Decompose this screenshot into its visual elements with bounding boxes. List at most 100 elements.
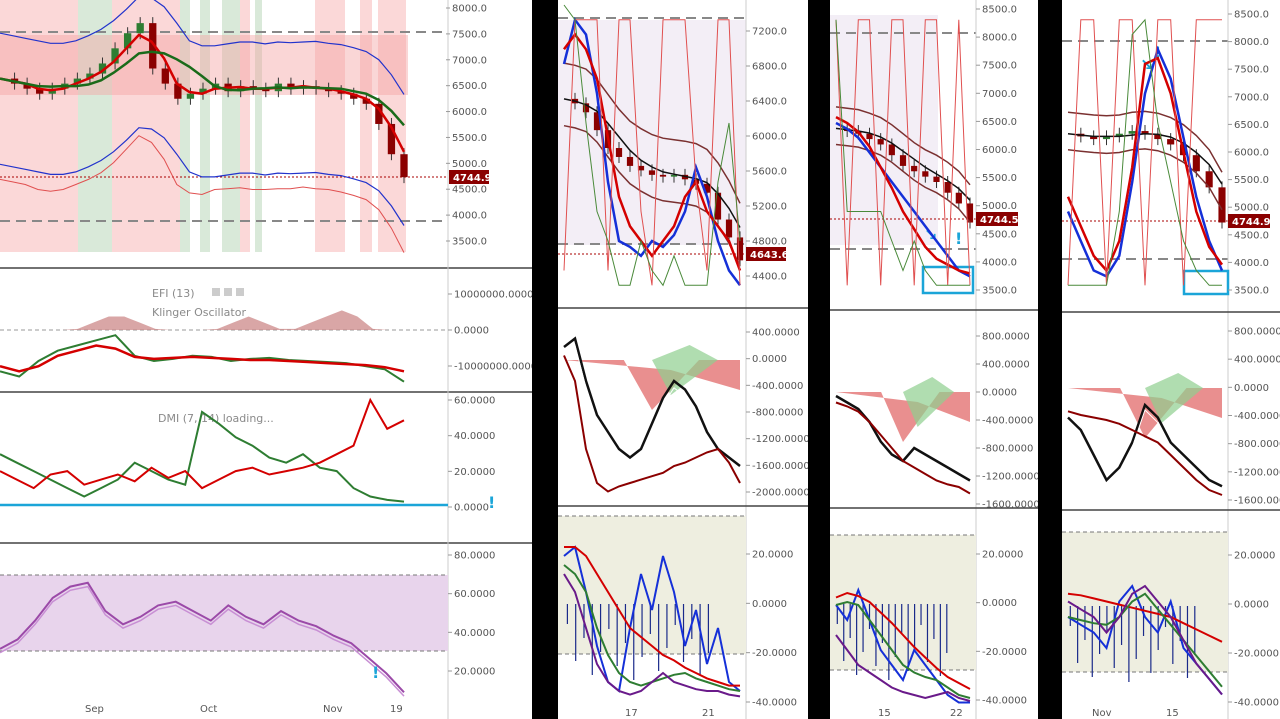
rsi-tick-label: 40.0000: [454, 628, 495, 639]
candle: [73, 78, 82, 84]
price-tick-label: 4500.0: [1234, 230, 1269, 241]
band-lower-line: [0, 127, 405, 226]
oscillator-tick-label: 0.0000: [752, 354, 787, 365]
time-tick-label: 15: [878, 708, 891, 719]
time-tick-label: Sep: [85, 704, 104, 715]
oscillator-tick-label: -1200.0000: [1234, 467, 1280, 478]
price-tick-label: 6800.0: [752, 62, 787, 73]
candle: [375, 103, 383, 124]
price-series: [0, 0, 408, 253]
trend-line: [1068, 18, 1222, 286]
candle: [1205, 171, 1213, 188]
dmi-minus-line: [0, 397, 405, 490]
indicator-label-dmi[interactable]: DMI (7, 14) loading...: [158, 412, 274, 425]
indicator-label-klinger[interactable]: Klinger Oscillator: [152, 306, 246, 319]
efi-tick-label: 10000000.0000: [454, 290, 532, 301]
momentum-axis: 20.0000 0.0000 -20.0000 -40.0000: [1228, 551, 1279, 709]
price-tick-label: 5500.0: [452, 133, 487, 144]
candle: [1141, 131, 1149, 134]
oscillator-tick-label: 800.0000: [982, 332, 1030, 343]
stoch-k-line: [562, 16, 742, 287]
price-tick-label: 6500.0: [1234, 120, 1269, 131]
momentum-line: [563, 545, 741, 693]
candle: [186, 93, 195, 99]
histogram-pos: [903, 377, 955, 427]
stoch-k-line: [1066, 45, 1224, 278]
momentum-signal-line: [1067, 592, 1223, 643]
oscillator-tick-label: -800.0000: [752, 408, 803, 419]
dmi-tick-label: 40.0000: [454, 431, 495, 442]
momentum-tick-label: -40.0000: [1234, 698, 1279, 709]
chart-right2-svg[interactable]: ↘ ! 8500.08000.07500.07000.06500.06000.0…: [1062, 0, 1280, 719]
momentum-tick-label: 20.0000: [982, 550, 1023, 561]
candle: [262, 88, 270, 92]
time-tick-label: 22: [950, 708, 963, 719]
klinger-signal-line: [0, 344, 405, 373]
momentum-extra-line: [835, 634, 971, 702]
alert-icon[interactable]: !: [955, 229, 962, 248]
time-axis: 17 21: [625, 708, 715, 719]
chart-panel-right-1[interactable]: ↘ ! 8500.0 8000.0 7500.0 7000.0 6500.0 6000.0…: [830, 0, 1038, 719]
momentum-band: [558, 516, 746, 654]
price-axis: 8500.0 8000.0 7500.0 7000.0 6500.0 6000.0 5500…: [976, 5, 1017, 297]
oscillator-tick-label: -1200.0000: [752, 434, 808, 445]
momentum-axis: 20.0000 0.0000 -20.0000 -40.0000: [976, 550, 1027, 707]
last-price-badge: [976, 212, 1018, 226]
momentum-line: [835, 587, 970, 704]
price-tick-label: 4000.0: [982, 257, 1017, 268]
dmi-plus-line: [0, 410, 405, 503]
price-series: [1066, 18, 1226, 286]
oscillator-inner-line: [563, 344, 741, 474]
oscillator-tick-label: 400.0000: [982, 360, 1030, 371]
candle: [350, 93, 358, 99]
oscillator-axis: 400.0000 0.0000 -400.0000 -800.0000 -1200.00…: [746, 328, 808, 499]
histogram-neg: [836, 392, 970, 442]
price-tick-label: 6500.0: [982, 117, 1017, 128]
chart-mid-svg[interactable]: 7200.0 6800.0 6400.0 6000.0 5600.0 5200.0 4800…: [558, 0, 808, 719]
time-tick-label: 21: [702, 708, 715, 719]
efi-tick-label: -10000000.0000: [454, 362, 532, 373]
momentum-tick-label: 20.0000: [752, 550, 793, 561]
oscillator-tick-label: 400.0000: [752, 328, 800, 339]
oscillator-signal-line: [563, 355, 741, 493]
candle: [149, 23, 157, 69]
chart-right1-svg[interactable]: ↘ ! 8500.08000.07500.07000.06500.06000.0…: [830, 0, 1038, 719]
dmi-series: [0, 397, 405, 503]
price-tick-label: 6000.0: [982, 145, 1017, 156]
price-tick-label: 5600.0: [752, 167, 787, 178]
oscillator-inner-line: [1067, 409, 1223, 492]
chart-panel-left[interactable]: 8000.0 7500.0 7000.0 6500.0 6000.0 5500.0 5000…: [0, 0, 532, 719]
candle: [944, 182, 951, 193]
price-tick-label: 4500.0: [982, 229, 1017, 240]
time-axis: Nov 15: [1092, 708, 1179, 719]
oscillator-tick-label: -800.0000: [982, 444, 1033, 455]
chart-panel-mid[interactable]: 7200.0 6800.0 6400.0 6000.0 5600.0 5200.0 4800…: [558, 0, 808, 719]
candle: [670, 174, 678, 177]
momentum-tick-label: -40.0000: [982, 696, 1027, 707]
momentum-series: [1067, 584, 1223, 696]
price-tick-label: 8500.0: [1234, 10, 1269, 21]
ma-line: [1067, 132, 1223, 185]
chart-left-svg[interactable]: 8000.0 7500.0 7000.0 6500.0 6000.0 5500.0 5000…: [0, 0, 532, 719]
buy-band: [180, 0, 190, 252]
sell-band: [0, 0, 78, 252]
momentum-band: [1062, 532, 1228, 672]
candle: [249, 86, 257, 89]
target-box[interactable]: [1182, 269, 1230, 296]
oscillator-tick-label: -1600.0000: [982, 500, 1038, 511]
chart-panel-right-2[interactable]: ↘ ! 8500.0 8000.0 7500.0 7000.0 6500.0 6000.0…: [1062, 0, 1280, 719]
alert-icon[interactable]: !: [372, 663, 379, 682]
price-tick-label: 8000.0: [982, 33, 1017, 44]
indicator-label-efi[interactable]: EFI (13): [152, 287, 195, 300]
candle: [36, 88, 44, 94]
indicator-settings-icons[interactable]: [212, 288, 244, 296]
alert-icon[interactable]: !: [488, 493, 495, 512]
candle: [86, 73, 94, 79]
histogram-pos: [652, 345, 718, 395]
candle: [703, 183, 711, 193]
keltner-lower: [1067, 148, 1223, 211]
candle: [1167, 139, 1175, 145]
oscillator-tick-label: 800.0000: [1234, 327, 1280, 338]
oscillator-tick-label: -400.0000: [1234, 411, 1280, 422]
last-price-badge: [1228, 214, 1270, 228]
